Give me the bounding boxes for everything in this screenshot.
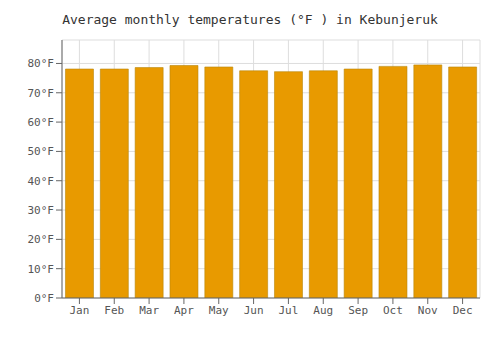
- svg-text:30°F: 30°F: [28, 204, 55, 217]
- svg-text:Dec: Dec: [453, 304, 473, 317]
- svg-text:60°F: 60°F: [28, 116, 55, 129]
- svg-text:Feb: Feb: [104, 304, 124, 317]
- svg-text:40°F: 40°F: [28, 175, 55, 188]
- svg-text:Mar: Mar: [139, 304, 159, 317]
- svg-text:20°F: 20°F: [28, 233, 55, 246]
- svg-text:Jun: Jun: [244, 304, 264, 317]
- svg-text:Sep: Sep: [348, 304, 368, 317]
- svg-text:10°F: 10°F: [28, 263, 55, 276]
- svg-text:70°F: 70°F: [28, 87, 55, 100]
- svg-text:Nov: Nov: [418, 304, 438, 317]
- svg-text:Jan: Jan: [69, 304, 89, 317]
- svg-text:Oct: Oct: [383, 304, 403, 317]
- svg-text:80°F: 80°F: [28, 57, 55, 70]
- svg-text:Aug: Aug: [313, 304, 333, 317]
- svg-text:May: May: [209, 304, 229, 317]
- svg-text:50°F: 50°F: [28, 145, 55, 158]
- svg-text:Apr: Apr: [174, 304, 194, 317]
- svg-text:0°F: 0°F: [34, 292, 54, 305]
- svg-text:Jul: Jul: [278, 304, 298, 317]
- html-text:Average monthly temperatures (: Average monthly temperatures (°F ) in Ke…: [62, 12, 438, 27]
